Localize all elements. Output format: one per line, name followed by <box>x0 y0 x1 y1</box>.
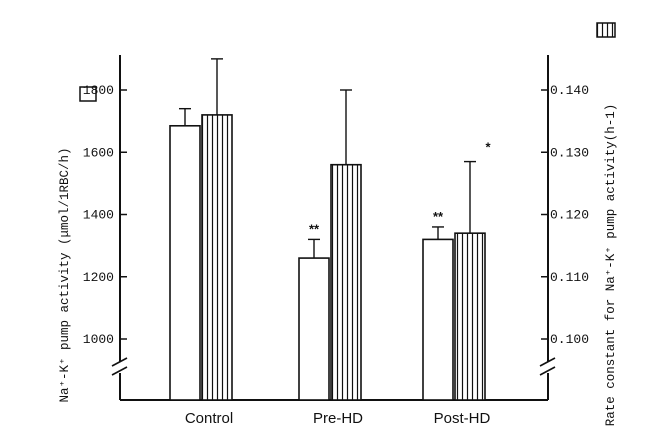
y-left-tick-label: 1600 <box>83 145 114 160</box>
y-right-tick-label: 0.130 <box>550 145 589 160</box>
bar-hatched-pre-hd <box>330 163 362 401</box>
left-legend-box-open <box>79 86 97 102</box>
bar-open-control <box>169 124 201 401</box>
y-left-tick-label: 1200 <box>83 270 114 285</box>
right-axis-break-mark <box>539 366 556 376</box>
bar-hatched-post-hd <box>454 232 486 401</box>
x-category-label: Pre-HD <box>313 410 363 427</box>
bar-open-pre-hd <box>298 257 330 401</box>
y-left-tick-label: 1800 <box>83 83 114 98</box>
y-left-axis-label: Na⁺-K⁺ pump activity (μmol/1RBC/h) <box>58 147 72 402</box>
significance-marker: ** <box>309 221 320 236</box>
y-right-tick-label: 0.140 <box>550 83 589 98</box>
x-category-label: Control <box>185 410 233 427</box>
right-axis-break-mark <box>539 357 556 367</box>
y-right-tick-label: 0.100 <box>550 332 589 347</box>
y-right-tick-label: 0.120 <box>550 208 589 223</box>
y-right-tick-label: 0.110 <box>550 270 589 285</box>
left-axis-break-mark <box>111 357 128 367</box>
right-legend-box-hatched <box>596 22 616 38</box>
bar-open-post-hd <box>422 238 454 401</box>
y-left-tick-label: 1000 <box>83 332 114 347</box>
x-category-label: Post-HD <box>434 410 491 427</box>
significance-marker: * <box>485 140 491 155</box>
y-left-tick-label: 1400 <box>83 208 114 223</box>
y-right-axis-label: Rate constant for Na⁺-K⁺ pump activity(h… <box>604 104 618 427</box>
left-axis-break-mark <box>111 366 128 376</box>
bar-hatched-control <box>201 114 233 401</box>
significance-marker: ** <box>433 209 444 224</box>
